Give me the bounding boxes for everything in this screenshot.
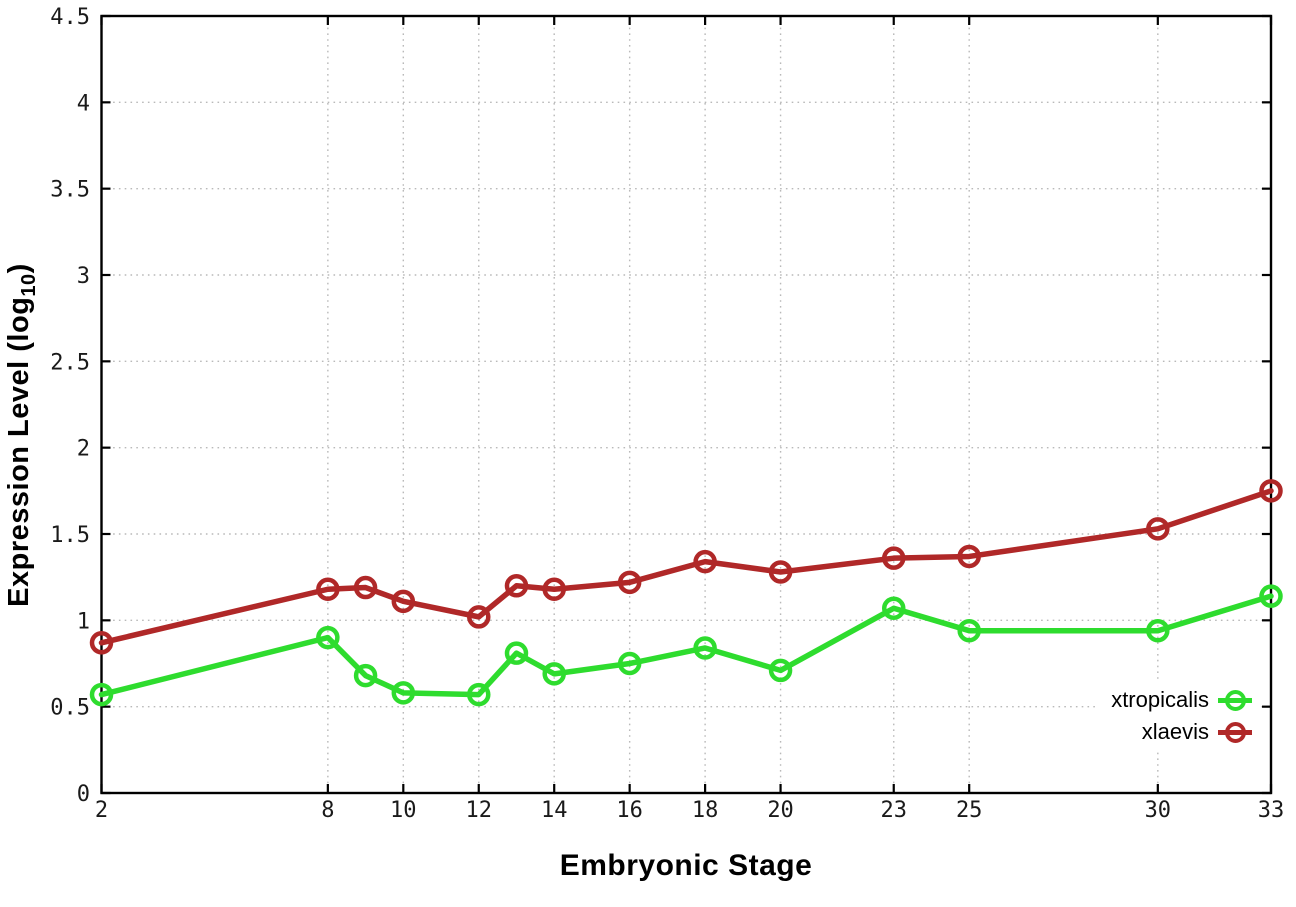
data-point-xtropicalis — [1146, 618, 1170, 643]
data-point-xlaevis — [542, 577, 566, 602]
y-axis-title-text: Expression Level (log — [3, 296, 36, 607]
data-point-xlaevis — [89, 631, 114, 655]
data-point-xlaevis — [881, 546, 906, 570]
x-tick-label: 10 — [390, 798, 417, 823]
data-point-xtropicalis — [693, 636, 717, 660]
data-point-xtropicalis — [89, 682, 114, 707]
data-point-xlaevis — [768, 560, 793, 584]
x-tick-label: 25 — [956, 798, 983, 823]
data-point-xtropicalis — [881, 596, 906, 620]
legend-row-xtropicalis: xtropicalis — [1111, 684, 1252, 716]
y-tick-label: 1.5 — [50, 523, 90, 548]
x-axis-title: Embryonic Stage — [559, 849, 813, 882]
data-point-xlaevis — [504, 574, 529, 598]
data-point-xtropicalis — [316, 625, 340, 650]
legend-circle-marker-icon — [1224, 721, 1246, 743]
data-point-xlaevis — [1146, 517, 1170, 541]
series-line-xtropicalis — [98, 593, 1274, 698]
data-point-xtropicalis — [504, 641, 529, 665]
y-axis-title: Expression Level (log10) — [3, 263, 41, 607]
legend-circle-marker-icon — [1224, 689, 1246, 711]
data-point-xlaevis — [1259, 479, 1283, 503]
y-tick-label: 1 — [77, 609, 90, 634]
data-point-xtropicalis — [542, 662, 566, 686]
series-line-xlaevis — [98, 488, 1274, 646]
x-tick-label: 2 — [95, 798, 108, 823]
legend-row-xlaevis: xlaevis — [1111, 716, 1252, 748]
data-point-xtropicalis — [353, 663, 378, 688]
legend-label-xtropicalis: xtropicalis — [1111, 687, 1209, 712]
x-tick-label: 30 — [1145, 798, 1172, 823]
data-point-xtropicalis — [957, 618, 981, 643]
legend-marker-xlaevis — [1218, 719, 1252, 745]
y-tick-label: 2.5 — [50, 350, 90, 375]
y-axis-title-subscript: 10 — [17, 273, 40, 297]
data-point-xlaevis — [353, 575, 378, 600]
y-tick-label: 2 — [77, 437, 90, 462]
legend-marker-xtropicalis — [1218, 687, 1252, 713]
x-tick-label: 16 — [616, 798, 643, 823]
plot-border — [100, 14, 1273, 795]
x-tick-label: 33 — [1258, 798, 1285, 823]
y-tick-label: 0 — [77, 782, 90, 807]
data-point-xlaevis — [617, 570, 642, 595]
data-point-xlaevis — [316, 577, 340, 602]
legend: xtropicalis xlaevis — [1097, 681, 1260, 751]
data-point-xlaevis — [467, 605, 491, 629]
y-axis-title-suffix: ) — [3, 263, 36, 274]
x-tick-label: 14 — [541, 798, 568, 823]
y-tick-label: 3 — [77, 264, 90, 289]
data-point-xtropicalis — [768, 658, 793, 683]
data-point-xlaevis — [957, 544, 981, 569]
x-tick-label: 20 — [767, 798, 794, 823]
x-tick-label: 23 — [880, 798, 907, 823]
y-tick-label: 3.5 — [50, 178, 90, 203]
y-tick-label: 0.5 — [50, 696, 90, 721]
data-point-xtropicalis — [467, 682, 491, 707]
x-tick-label: 8 — [321, 798, 334, 823]
data-point-xlaevis — [693, 549, 717, 574]
data-point-xtropicalis — [391, 681, 416, 705]
data-point-xtropicalis — [1259, 584, 1283, 608]
y-tick-label: 4.5 — [50, 5, 90, 30]
y-tick-label: 4 — [77, 91, 90, 116]
x-tick-label: 18 — [692, 798, 719, 823]
data-point-xtropicalis — [617, 651, 642, 676]
x-tick-label: 12 — [466, 798, 493, 823]
legend-label-xlaevis: xlaevis — [1141, 719, 1209, 744]
data-point-xlaevis — [391, 589, 416, 614]
